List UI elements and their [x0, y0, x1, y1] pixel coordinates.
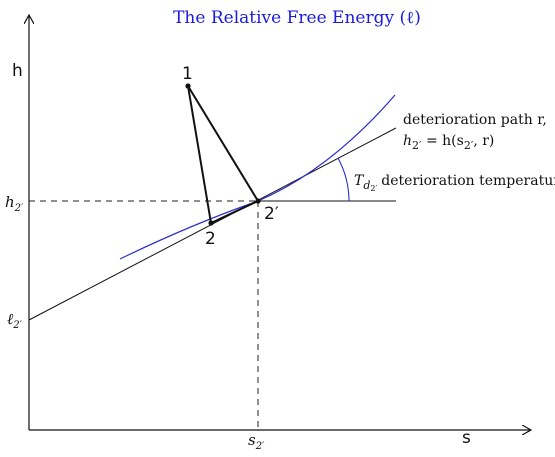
point-2prime-marker [255, 198, 261, 204]
temperature-annotation: Td2′ deterioration temperature [354, 173, 555, 193]
diagram-title: The Relative Free Energy (ℓ) [173, 8, 421, 28]
x-axis-label: s [462, 428, 471, 448]
l2-tick-label: ℓ2′ [7, 310, 23, 331]
point-2prime-label: 2′ [264, 204, 279, 224]
point-2-label: 2 [205, 229, 216, 249]
h2-tick-label: h2′ [5, 193, 24, 214]
segment-2-2prime [210, 200, 259, 224]
segment-1-2prime [187, 85, 259, 202]
segment-1-2 [187, 85, 212, 224]
point-1-label: 1 [182, 64, 193, 84]
temperature-angle-arc [337, 157, 350, 202]
y-axis-label: h [12, 61, 23, 81]
path-annotation-line2: h2′ = h(s2′, r) [403, 133, 494, 152]
s2-tick-label: s2′ [248, 431, 265, 452]
path-annotation-line1: deterioration path r, [403, 112, 547, 128]
point-1-marker [185, 83, 191, 89]
point-2-marker [208, 220, 214, 226]
